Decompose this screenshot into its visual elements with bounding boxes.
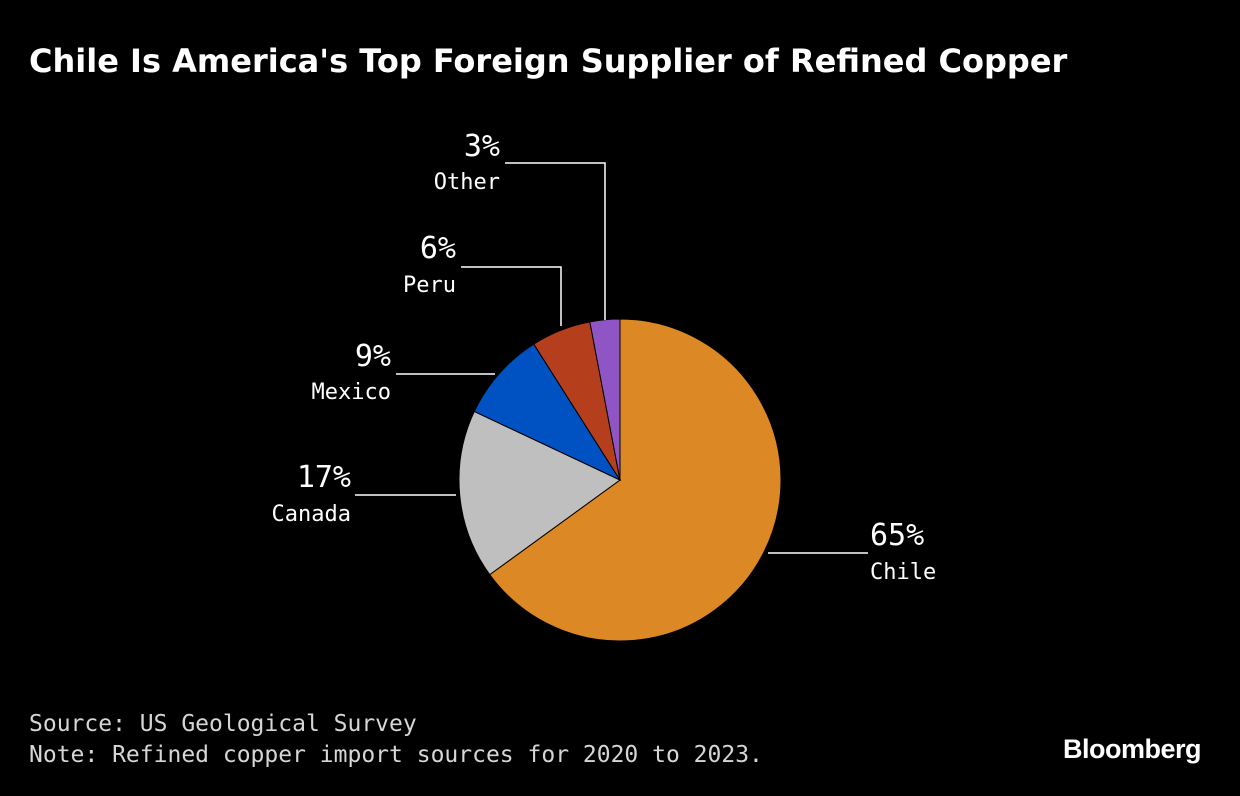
leader-line-other bbox=[505, 162, 606, 320]
leader-lines bbox=[355, 162, 868, 554]
pie-slice-mexico bbox=[473, 343, 622, 482]
footer: Source: US Geological Survey Note: Refin… bbox=[29, 709, 763, 771]
slice-name-peru: Peru bbox=[403, 273, 456, 298]
slice-percent-mexico: 9% bbox=[355, 339, 391, 374]
pie-slice-chile bbox=[489, 318, 782, 642]
slice-name-chile: Chile bbox=[870, 560, 936, 585]
chart-title: Chile Is America's Top Foreign Supplier … bbox=[29, 42, 1068, 80]
slice-name-other: Other bbox=[434, 170, 500, 195]
slice-name-canada: Canada bbox=[272, 502, 351, 527]
footnote: Note: Refined copper import sources for … bbox=[29, 742, 763, 768]
leader-line-peru bbox=[461, 266, 562, 326]
slice-percent-chile: 65% bbox=[870, 518, 924, 553]
bloomberg-logo: Bloomberg bbox=[1062, 734, 1202, 764]
pie-slices bbox=[458, 318, 782, 642]
slice-percent-canada: 17% bbox=[297, 460, 351, 495]
slice-labels: 65% Chile 17% Canada 9% Mexico 6% Peru 3% Other bbox=[272, 129, 937, 585]
source-note: Source: US Geological Survey bbox=[29, 711, 417, 737]
pie-slice-canada bbox=[458, 410, 621, 576]
slice-name-mexico: Mexico bbox=[312, 380, 391, 405]
slice-percent-other: 3% bbox=[464, 129, 500, 164]
slice-percent-peru: 6% bbox=[420, 231, 456, 266]
